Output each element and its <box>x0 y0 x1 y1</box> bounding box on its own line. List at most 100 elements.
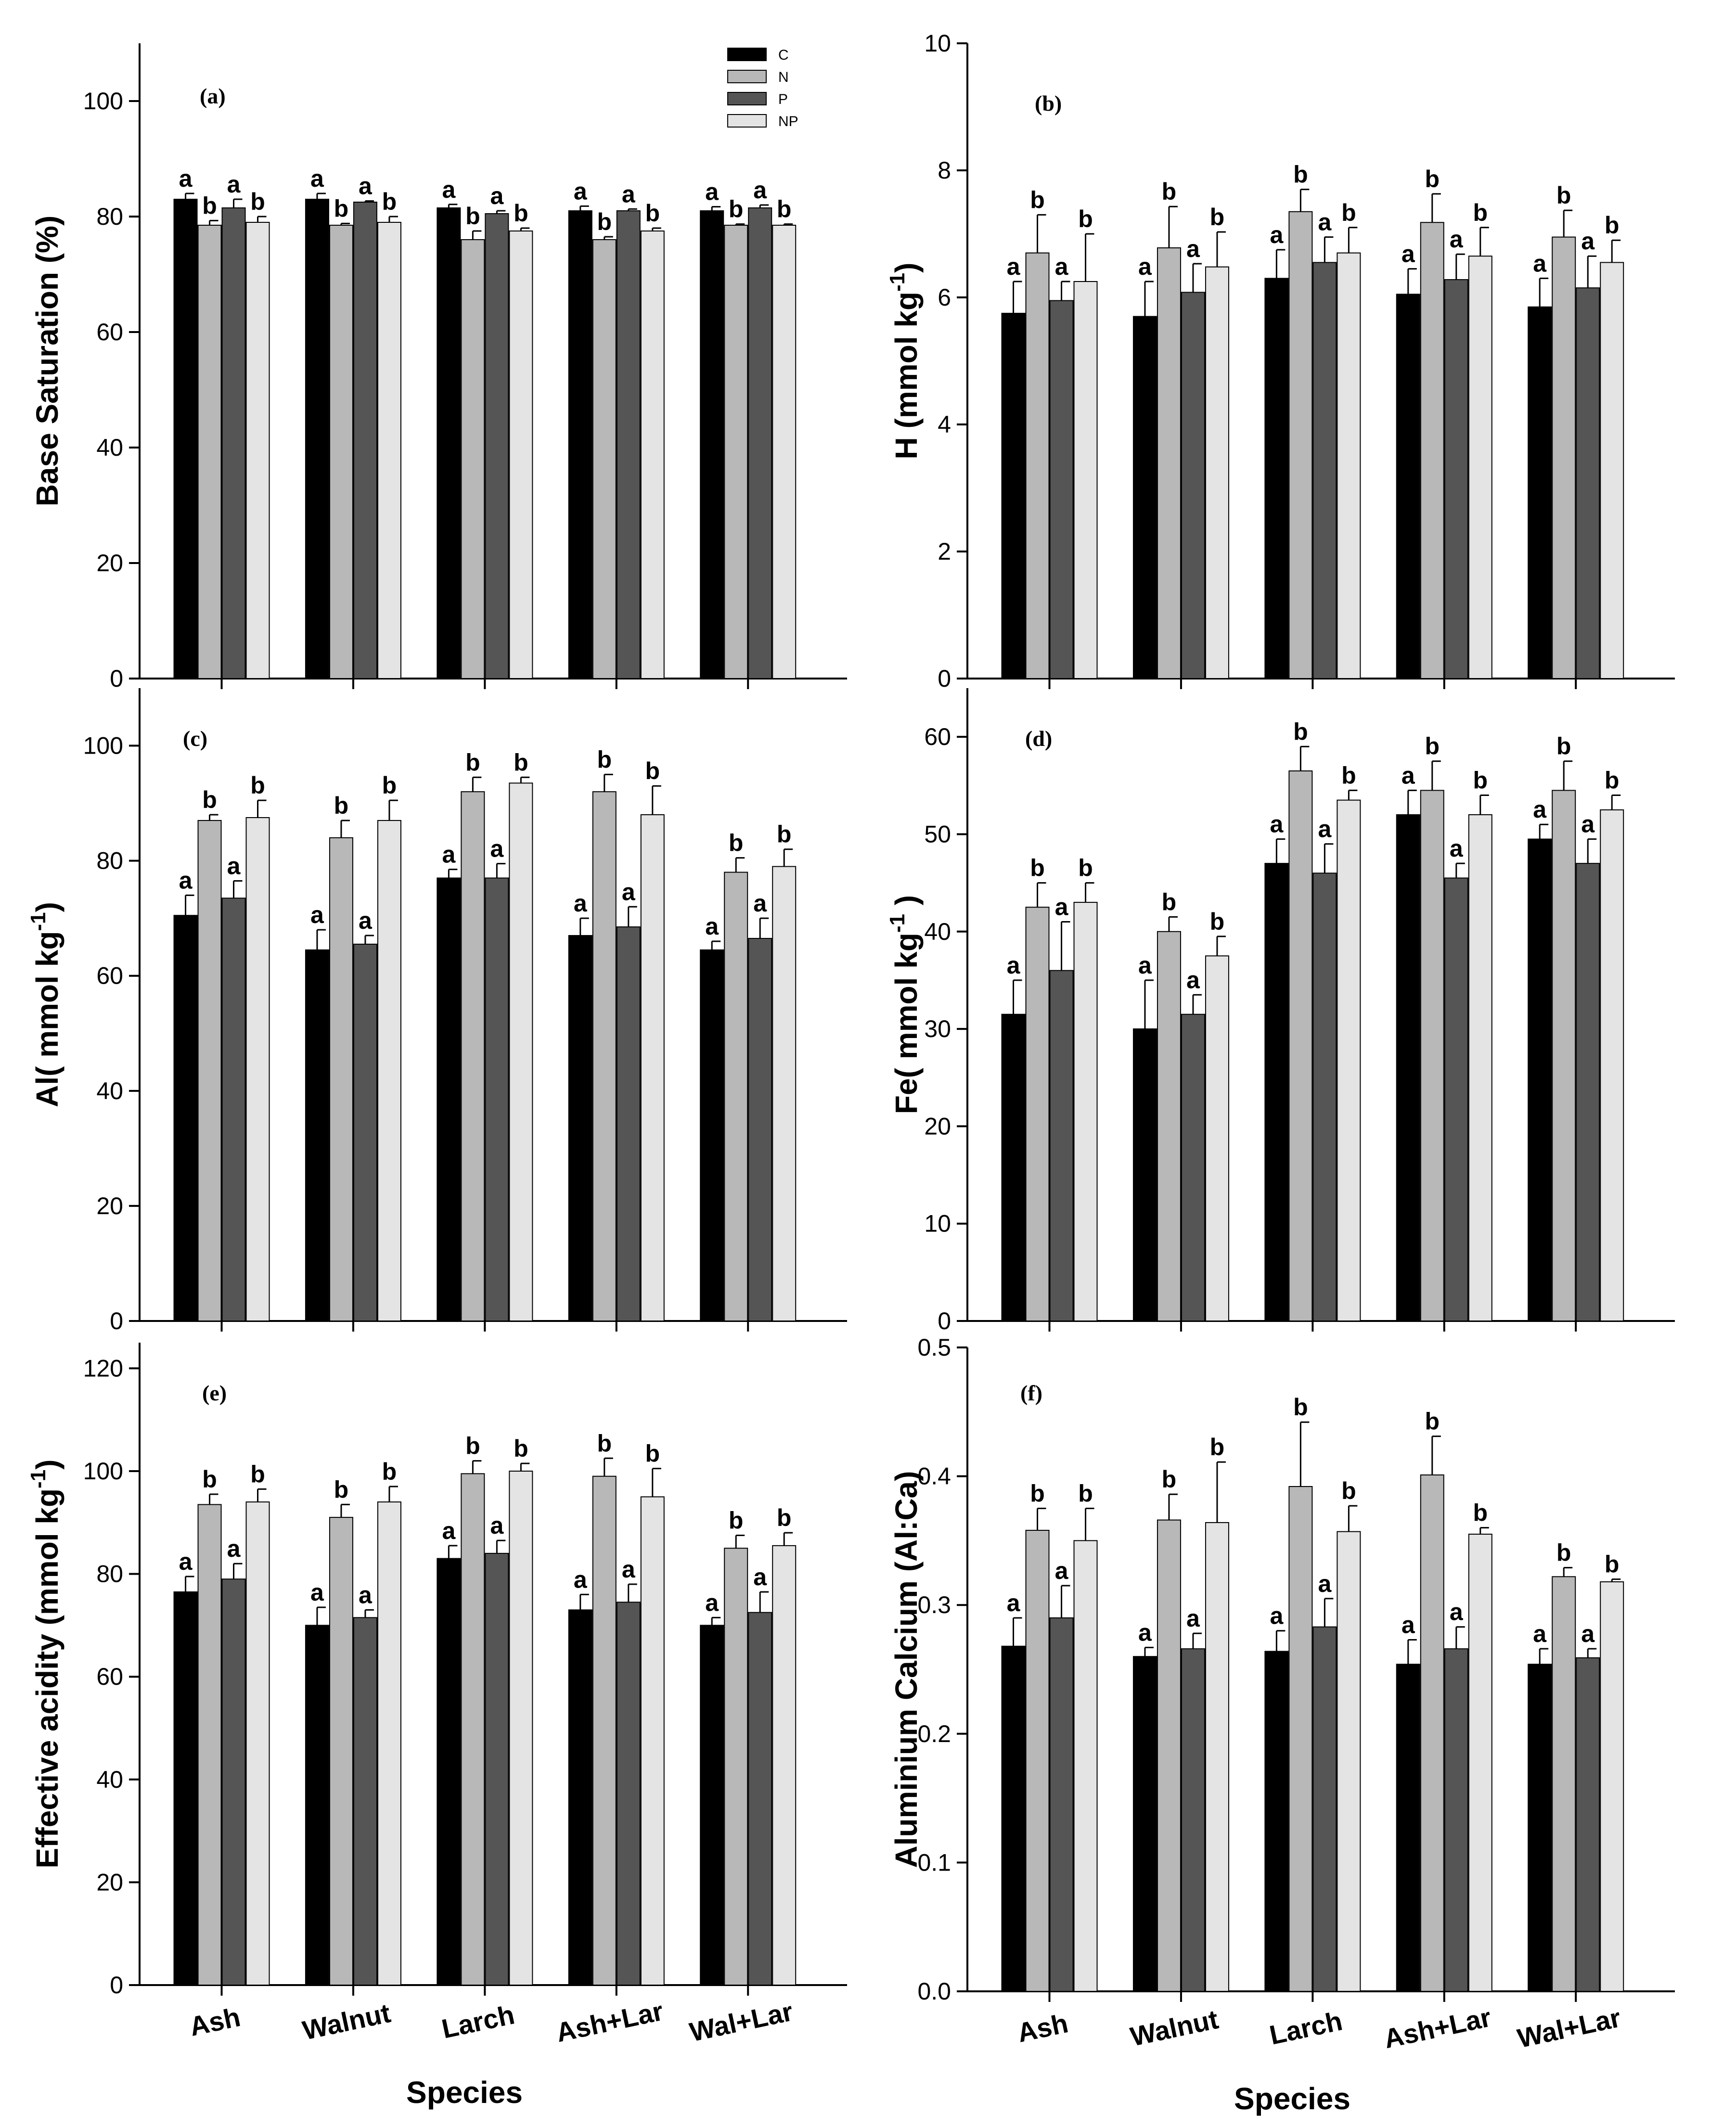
panel-a-bar <box>305 199 329 679</box>
panel-a-sig-letter: a <box>227 171 241 198</box>
panel-b-bar <box>1205 266 1229 679</box>
panel-e-bar <box>592 1475 617 1986</box>
panel-d-bar <box>1181 1013 1205 1321</box>
panel-c-sig-letter: a <box>179 867 193 894</box>
panel-b-sig-letter: a <box>1055 253 1069 280</box>
panel-f-sig-letter: a <box>1402 1611 1415 1638</box>
panel-e-category-label: Walnut <box>300 1998 393 2046</box>
panel-d-bar <box>1552 790 1576 1321</box>
panel-a-bar <box>245 222 270 679</box>
panel-a-sig-letter: a <box>753 177 767 204</box>
panel-a-sig-letter: b <box>777 196 792 223</box>
panel-f-sig-letter: b <box>1210 1434 1225 1461</box>
panel-f-ytick-label: 0.2 <box>917 1720 951 1747</box>
panel-f-bar <box>1444 1648 1468 1992</box>
panel-c-sig-letter: b <box>514 749 528 776</box>
panel-a-sig-letter: a <box>622 180 636 207</box>
legend-swatch <box>727 48 767 61</box>
panel-c-bar <box>221 897 246 1322</box>
panel-f-category-label: Ash+Lar <box>1381 2002 1494 2054</box>
panel-f-bar <box>1132 1656 1157 1992</box>
panel-e-sig-letter: b <box>729 1507 744 1534</box>
panel-d-bar <box>1444 877 1468 1321</box>
panel-d-sig-letter: b <box>1210 908 1225 935</box>
panel-d-sig-letter: b <box>1162 888 1177 915</box>
panel-b-sig-letter: b <box>1605 212 1620 239</box>
panel-f-bar <box>1552 1576 1576 1992</box>
panel-f-category-label: Wal+Lar <box>1515 2002 1623 2054</box>
panel-a-sig-letter: b <box>250 188 265 215</box>
panel-f-sig-letter: b <box>1473 1500 1488 1526</box>
panel-b-sig-letter: a <box>1402 241 1415 268</box>
panel-f-bar <box>1420 1474 1444 1992</box>
panel-e-sig-letter: b <box>514 1435 528 1462</box>
panel-b-bar <box>1264 278 1289 679</box>
panel-d-bar <box>1420 790 1444 1321</box>
panel-b-bar <box>1073 281 1098 679</box>
panel-f-sig-letter: b <box>1293 1394 1308 1421</box>
panel-c-bar <box>173 915 198 1322</box>
panel-d-ytick-label: 30 <box>924 1015 951 1042</box>
panel-b-bar <box>1157 247 1181 679</box>
panel-f-ytick-label: 0.0 <box>917 1978 951 2005</box>
panel-b-sig-letter: b <box>1030 186 1045 213</box>
panel-c-bar <box>329 837 353 1322</box>
panel-d-bar <box>1073 902 1098 1321</box>
panel-b-bar <box>1025 252 1050 679</box>
panel-f-ytick-label: 0.4 <box>917 1463 951 1490</box>
panel-a-ytick-label: 60 <box>96 319 123 346</box>
panel-f-sig-letter: a <box>1318 1570 1332 1597</box>
panel-b-sig-letter: a <box>1270 221 1284 248</box>
panel-a-sig-letter: b <box>202 192 217 219</box>
panel-b-sig-letter: b <box>1556 182 1571 209</box>
panel-c-ytick-label: 80 <box>96 847 123 874</box>
panel-f-bar <box>1396 1664 1420 1992</box>
panel-f-bar <box>1025 1529 1050 1992</box>
panel-c-ytick-label: 20 <box>96 1192 123 1219</box>
panel-e-sig-letter: b <box>777 1504 792 1531</box>
panel-b-ytick-label: 0 <box>938 665 951 692</box>
panel-d-ytick-label: 20 <box>924 1113 951 1140</box>
panel-c-bar <box>509 782 533 1321</box>
panel-e-ylabel: Effective acidity (mmol kg-1) <box>26 1460 64 1869</box>
panel-e-sig-letter: b <box>597 1430 612 1457</box>
panel-b-bar <box>1181 292 1205 679</box>
panel-c-bar <box>616 926 641 1321</box>
panel-b-bar <box>1001 313 1026 679</box>
panel-c-bar <box>640 814 665 1321</box>
panel-d-sig-letter: a <box>1450 835 1464 862</box>
panel-d-bar <box>1288 770 1313 1321</box>
legend-entry: N <box>778 69 789 85</box>
panel-c-sig-letter: b <box>202 786 217 813</box>
panel-e-sig-letter: a <box>179 1548 193 1575</box>
panel-d-sig-letter: b <box>1473 767 1488 794</box>
panel-b-bar <box>1312 262 1337 679</box>
panel-c: 0 20 40 60 80 100 (c) Al( mmol kg-1) a b a b a b a b a b a… <box>26 688 847 1334</box>
panel-e-bar <box>353 1617 377 1986</box>
panel-e-ytick-label: 120 <box>83 1355 123 1382</box>
panel-c-sig-letter: a <box>490 835 504 862</box>
panel-c-bar <box>700 949 724 1321</box>
panel-f-sig-letter: a <box>1055 1557 1069 1584</box>
panel-f: 0.0 0.1 0.2 0.3 0.4 0.5 (f) Aluminium Calcium (… <box>889 1334 1675 2116</box>
panel-c-bar <box>461 791 485 1321</box>
panel-e-sig-letter: b <box>382 1458 397 1485</box>
panel-c-bar <box>748 938 772 1321</box>
panel-c-sig-letter: a <box>574 890 588 917</box>
panel-c-bar <box>568 935 592 1321</box>
panel-a-label: (a) <box>200 84 226 108</box>
panel-d-bar <box>1264 863 1289 1321</box>
panel-d-sig-letter: b <box>1030 855 1045 882</box>
panel-a-sig-letter: b <box>729 196 744 223</box>
panel-b-bar <box>1337 252 1361 679</box>
panel-e-bar <box>748 1612 772 1986</box>
panel-a-bar <box>329 225 353 679</box>
legend-swatch <box>727 114 767 128</box>
panel-e-sig-letter: a <box>705 1589 719 1616</box>
panel-c-sig-letter: b <box>645 757 660 784</box>
legend-swatch <box>727 70 767 83</box>
panel-e-ytick-label: 40 <box>96 1766 123 1793</box>
panel-b-ytick-label: 8 <box>938 157 951 184</box>
